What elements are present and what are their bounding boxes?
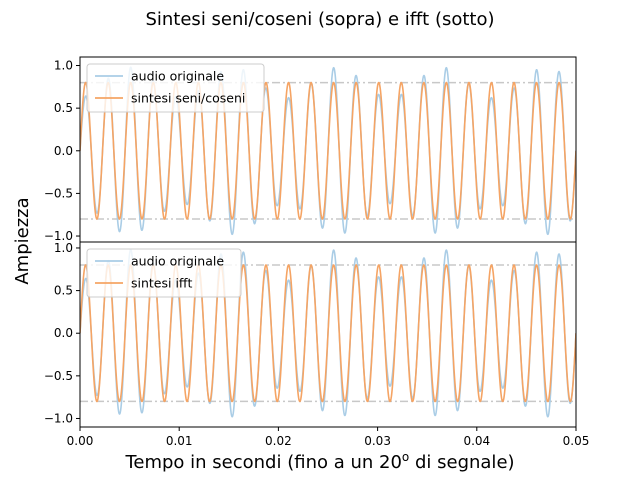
x-axis-label: Tempo in secondi (fino a un 20o di segna… — [124, 450, 514, 473]
figure-suptitle: Sintesi seni/coseni (sopra) e ifft (sott… — [145, 9, 494, 30]
y-tick-label: −0.5 — [44, 186, 73, 200]
y-tick-label: 0.0 — [54, 144, 73, 158]
y-tick-label: 1.0 — [54, 241, 73, 255]
y-tick-label: 0.5 — [54, 101, 73, 115]
y-tick-label: 0.0 — [54, 326, 73, 340]
series-line-synthesis — [80, 81, 576, 220]
bottom-subplot: 1.0 0.5 0.0 −0.5 −1.0 0.00 0.01 0.02 0.03 0.04 0.0… — [44, 241, 590, 448]
y-tick-label: −1.0 — [44, 411, 73, 425]
legend: audio originale sintesi seni/coseni — [86, 63, 265, 113]
y-tick-label: 0.5 — [54, 284, 73, 298]
x-tick-label: 0.01 — [166, 434, 193, 448]
y-tick-label: −0.5 — [44, 369, 73, 383]
x-tick-label: 0.05 — [563, 434, 590, 448]
legend-box — [86, 63, 265, 113]
top-subplot: 1.0 0.5 0.0 −0.5 −1.0 audio originale sintesi … — [44, 56, 577, 243]
legend-label: sintesi seni/coseni — [131, 91, 245, 106]
x-tick-label: 0.03 — [364, 434, 391, 448]
legend-label: sintesi ifft — [131, 276, 193, 291]
legend-label: audio originale — [131, 69, 224, 84]
y-axis-label: Ampiezza — [12, 197, 33, 284]
y-tick-label: 1.0 — [54, 59, 73, 73]
axes-frame — [79, 241, 577, 428]
x-tick-label: 0.04 — [463, 434, 490, 448]
x-tick-label: 0.00 — [67, 434, 94, 448]
series-line-synthesis — [80, 264, 576, 403]
legend-label: audio originale — [131, 254, 224, 269]
x-tick-label: 0.02 — [265, 434, 292, 448]
legend-box — [86, 248, 242, 298]
legend: audio originale sintesi ifft — [86, 248, 242, 298]
y-tick-label: −1.0 — [44, 229, 73, 243]
